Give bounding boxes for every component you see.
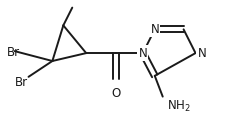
Text: Br: Br [15,76,28,89]
Text: NH$_2$: NH$_2$ [167,99,191,114]
Text: N: N [138,47,147,60]
Text: Br: Br [7,46,20,59]
Text: N: N [198,47,206,60]
Text: N: N [150,23,159,36]
Text: O: O [111,87,121,100]
Text: N: N [198,47,206,60]
